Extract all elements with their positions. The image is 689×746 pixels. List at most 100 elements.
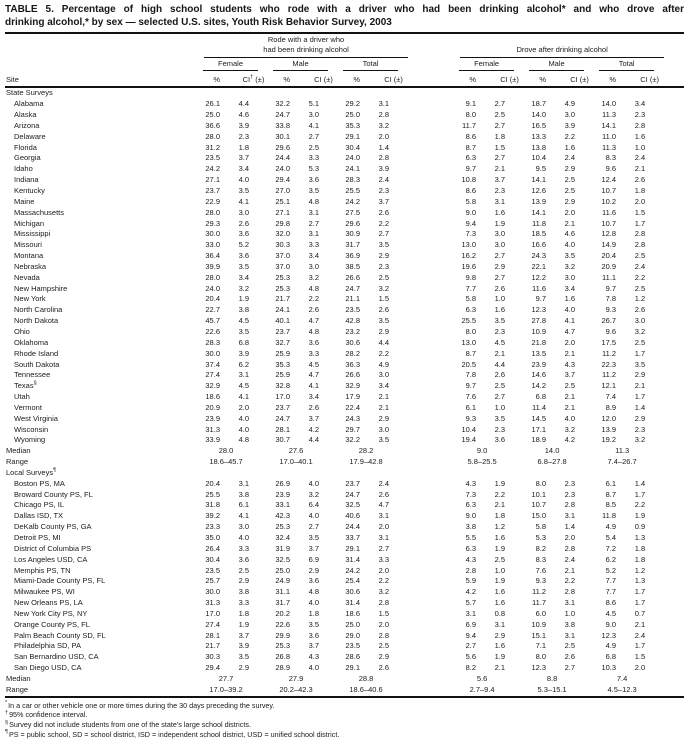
percent-cell: 28.0 <box>205 272 220 282</box>
percent-cell: 10.9 <box>531 326 547 336</box>
range-value: 7.4–26.7 <box>607 457 637 467</box>
table-row: Miami-Dade County PS, FL 25.7 2.9 24.9 3.6 25… <box>5 576 684 587</box>
percent-cell: 5.8 <box>535 522 547 532</box>
ci-cell: 3.1 <box>564 630 576 640</box>
percent-cell: 18.6 <box>205 392 220 402</box>
ci-cell: 3.2 <box>564 261 576 271</box>
percent-cell: 29.4 <box>275 175 290 185</box>
percent-cell: 32.7 <box>275 337 290 347</box>
percent-cell: 16.2 <box>461 251 477 261</box>
percent-cell: 31.7 <box>275 598 290 608</box>
site-cell: District of Columbia PS <box>14 543 92 553</box>
gap-cell <box>411 121 457 132</box>
ci-cell: 2.1 <box>564 348 576 358</box>
percent-cell: 11.7 <box>462 120 477 130</box>
section-header-row: State Surveys <box>5 87 684 99</box>
gap-cell <box>411 58 457 71</box>
ci-cell: 2.8 <box>378 630 390 640</box>
ci-cell: 3.0 <box>308 261 319 271</box>
percent-cell: 31.9 <box>275 543 290 553</box>
percent-cell: 35.3 <box>345 120 360 130</box>
percent-cell: 17.1 <box>531 424 547 434</box>
ci-cell: 2.9 <box>494 630 506 640</box>
ci-cell: 1.9 <box>494 576 506 586</box>
percent-cell: 31.4 <box>345 598 360 608</box>
ci-cell: 3.1 <box>564 598 576 608</box>
percent-cell: 30.0 <box>205 229 220 239</box>
site-cell: Nebraska <box>14 261 47 271</box>
percent-cell: 10.2 <box>601 196 617 206</box>
table-row: West Virginia 23.9 4.0 24.7 3.7 24.3 2.9 9.3 3.5… <box>5 414 684 425</box>
percent-cell: 25.9 <box>275 370 290 380</box>
ci-cell: 1.6 <box>564 294 576 304</box>
ci-cell: 3.1 <box>238 370 249 380</box>
percent-cell: 15.1 <box>531 630 547 640</box>
ci-cell: 3.1 <box>238 478 249 488</box>
ci-cell: 4.9 <box>378 359 390 369</box>
percent-cell: 9.7 <box>465 164 477 174</box>
ci-cell: 1.9 <box>494 478 506 488</box>
table-row: Delaware 28.0 2.3 30.1 2.7 29.1 2.0 8.6 1.8 13.3 2… <box>5 132 684 143</box>
ci-cell: 2.8 <box>634 229 646 239</box>
pad-cell <box>667 403 684 414</box>
percent-cell: 31.8 <box>205 500 220 510</box>
ci-cell: 3.9 <box>564 120 576 130</box>
ci-cell: 1.0 <box>494 565 506 575</box>
ci-cell: 4.5 <box>494 337 506 347</box>
section-label: Local Surveys¶ <box>6 467 57 477</box>
percent-cell: 9.5 <box>535 164 547 174</box>
ci-cell: 3.0 <box>564 110 576 120</box>
site-cell: Delaware <box>14 131 46 141</box>
percent-cell: 7.4 <box>605 392 617 402</box>
gap-cell <box>411 674 457 685</box>
percent-cell: 5.3 <box>535 533 547 542</box>
table-row: Indiana 27.1 4.0 29.4 3.6 28.3 2.4 10.8 3.7 14.1 2… <box>5 175 684 186</box>
site-cell: North Dakota <box>14 316 59 326</box>
ci-cell: 2.8 <box>378 598 390 608</box>
subgroup-header-row: Female Male Total Female Male Total <box>5 58 684 72</box>
percent-cell: 12.1 <box>601 381 617 391</box>
site-cell: Dallas ISD, TX <box>14 511 64 521</box>
percent-cell: 20.9 <box>205 402 220 412</box>
percent-cell: 30.4 <box>345 142 360 152</box>
data-table: Rode with a driver who had been drinking… <box>5 32 685 698</box>
percent-cell: 28.1 <box>205 630 220 640</box>
ci-cell: 2.7 <box>494 120 506 130</box>
median-label: Median <box>6 673 31 683</box>
percent-cell: 24.7 <box>275 110 290 120</box>
ci-cell: 4.2 <box>564 435 576 445</box>
site-cell: Chicago PS, IL <box>14 500 65 510</box>
gap-cell <box>411 305 457 316</box>
percent-cell: 35.0 <box>205 533 220 542</box>
ci-cell: 6.9 <box>308 554 319 564</box>
median-value: 7.4 <box>616 673 628 683</box>
percent-cell: 30.7 <box>275 435 290 445</box>
percent-cell: 8.3 <box>605 153 617 163</box>
percent-cell: 4.9 <box>605 641 617 651</box>
percent-cell: 7.3 <box>465 489 477 499</box>
percent-cell: 23.9 <box>275 489 290 499</box>
ci-cell: 3.9 <box>238 348 249 358</box>
percent-cell: 23.3 <box>205 522 220 532</box>
percent-cell: 25.0 <box>345 110 360 120</box>
ci-cell: 2.7 <box>564 663 576 673</box>
percent-cell: 24.3 <box>345 413 360 423</box>
site-cell: Nevada <box>14 272 40 282</box>
ci-cell: 2.3 <box>564 478 576 488</box>
gap-cell <box>411 71 458 89</box>
ci-cell: 1.7 <box>634 598 646 608</box>
median-label: Median <box>6 446 31 456</box>
ci-cell: 4.0 <box>238 533 249 542</box>
ci-cell: 4.7 <box>308 316 319 326</box>
footnote-abbreviations: ¶PS = public school, SD = school distric… <box>5 729 340 739</box>
site-cell: Vermont <box>14 402 42 412</box>
page-title: TABLE 5. Percentage of high school stude… <box>5 4 684 29</box>
pad-cell <box>667 674 684 685</box>
percent-cell: 32.8 <box>275 381 290 391</box>
table-row: Alabama 26.1 4.4 32.2 5.1 29.2 3.1 9.1 2.7 18.7 4.… <box>5 99 684 110</box>
ci-cell: 3.1 <box>494 619 506 629</box>
gap-cell <box>411 219 457 230</box>
percent-cell: 7.3 <box>465 229 477 239</box>
footnotes: *In a car or other vehicle one or more t… <box>5 701 684 740</box>
gap-cell <box>411 620 457 631</box>
